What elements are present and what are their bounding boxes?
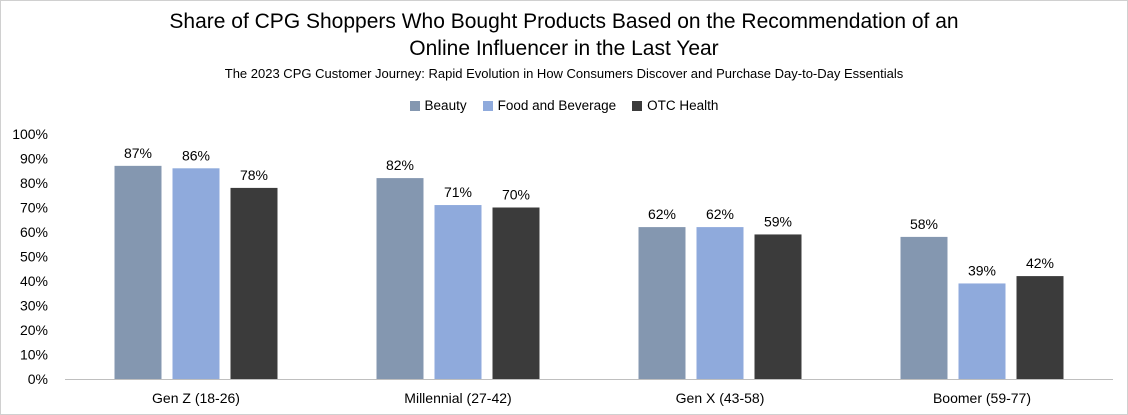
legend-swatch-food-and-beverage — [482, 100, 493, 111]
bar — [958, 283, 1006, 379]
legend-label-otc-health: OTC Health — [647, 98, 719, 113]
y-tick-label: 70% — [20, 200, 48, 216]
x-tick-label: Millennial (27-42) — [404, 390, 511, 406]
legend-item-food-and-beverage: Food and Beverage — [482, 98, 617, 113]
y-tick-label: 100% — [12, 126, 48, 142]
y-tick-label: 30% — [20, 298, 48, 314]
data-label: 59% — [764, 213, 792, 229]
data-label: 62% — [706, 206, 734, 222]
data-label: 42% — [1026, 255, 1054, 271]
chart-title-line-2: Online Influencer in the Last Year — [409, 37, 719, 60]
data-label: 70% — [502, 187, 530, 203]
y-tick-label: 90% — [20, 151, 48, 167]
legend-swatch-otc-health — [632, 100, 643, 111]
data-label: 78% — [240, 167, 268, 183]
y-tick-label: 40% — [20, 273, 48, 289]
bar — [376, 178, 424, 379]
legend-item-otc-health: OTC Health — [632, 98, 718, 113]
bar — [230, 187, 278, 379]
chart-title: Share of CPG Shoppers Who Bought Product… — [0, 8, 1128, 62]
bar — [696, 227, 744, 379]
y-tick-label: 0% — [28, 371, 48, 387]
chart-title-line-1: Share of CPG Shoppers Who Bought Product… — [169, 10, 959, 33]
y-tick-label: 50% — [20, 249, 48, 265]
y-tick-label: 60% — [20, 224, 48, 240]
legend-item-beauty: Beauty — [409, 98, 467, 113]
chart-subtitle: The 2023 CPG Customer Journey: Rapid Evo… — [224, 66, 904, 81]
bar — [1016, 276, 1064, 379]
bar — [114, 165, 162, 379]
chart-legend: Beauty Food and Beverage OTC Health — [0, 98, 1128, 113]
bar — [434, 205, 482, 379]
data-label: 39% — [968, 262, 996, 278]
x-tick-label: Gen Z (18-26) — [152, 390, 240, 406]
x-tick-label: Boomer (59-77) — [933, 390, 1031, 406]
data-label: 82% — [386, 157, 414, 173]
data-label: 86% — [182, 147, 210, 163]
bar — [900, 236, 948, 379]
y-tick-label: 10% — [20, 347, 48, 363]
legend-label-beauty: Beauty — [424, 98, 467, 113]
data-label: 87% — [124, 145, 152, 161]
data-label: 62% — [648, 206, 676, 222]
data-label: 71% — [444, 184, 472, 200]
y-tick-label: 20% — [20, 322, 48, 338]
bar — [492, 207, 540, 379]
bar — [754, 234, 802, 379]
bar — [172, 168, 220, 379]
bar — [638, 227, 686, 379]
y-tick-label: 80% — [20, 175, 48, 191]
legend-swatch-beauty — [409, 100, 420, 111]
x-tick-label: Gen X (43-58) — [676, 390, 765, 406]
data-label: 58% — [910, 216, 938, 232]
legend-label-food-and-beverage: Food and Beverage — [497, 98, 617, 113]
